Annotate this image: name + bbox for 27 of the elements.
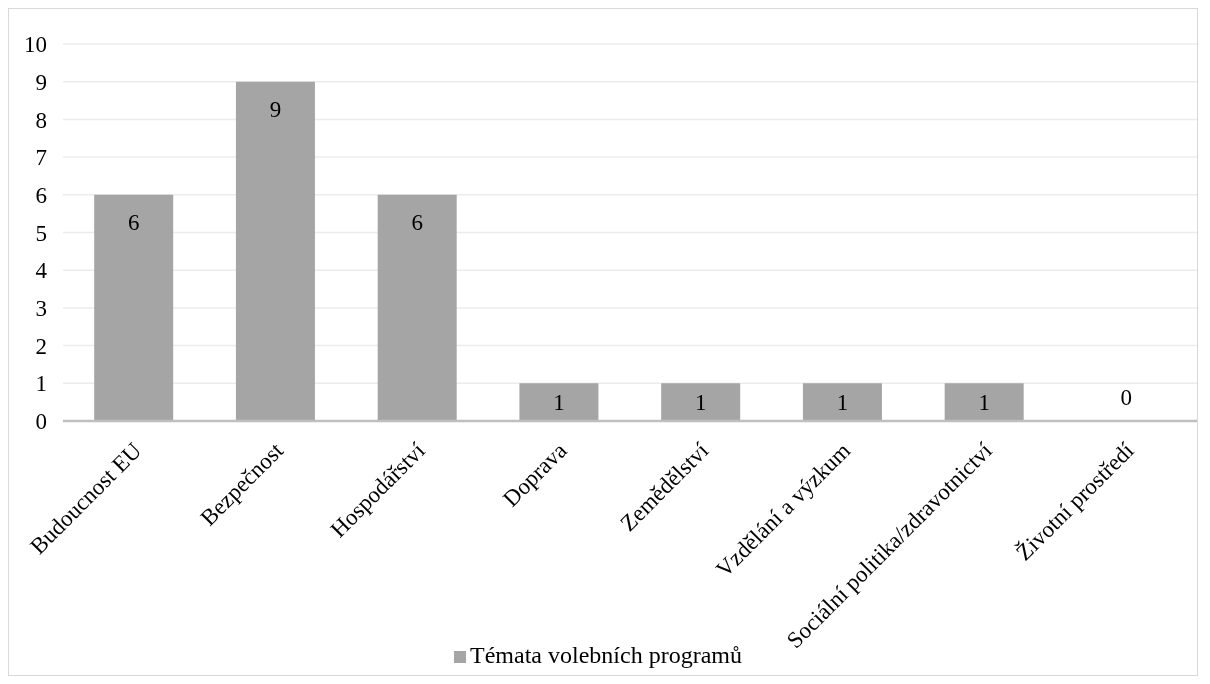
data-label: 9 bbox=[269, 96, 282, 122]
data-label: 0 bbox=[1120, 385, 1132, 410]
y-tick-label: 3 bbox=[35, 296, 47, 322]
y-tick-label: 4 bbox=[35, 258, 48, 284]
y-tick-label: 5 bbox=[35, 220, 47, 246]
y-tick-label: 6 bbox=[35, 182, 47, 208]
y-tick-label: 9 bbox=[35, 69, 47, 95]
y-tick-label: 2 bbox=[35, 333, 47, 359]
data-label: 1 bbox=[978, 390, 990, 416]
legend-label: Témata volebních programů bbox=[470, 642, 742, 668]
bar bbox=[235, 81, 315, 421]
bar bbox=[519, 383, 599, 421]
data-label: 6 bbox=[127, 209, 140, 235]
data-label: 1 bbox=[836, 390, 849, 416]
bar bbox=[802, 383, 882, 421]
y-tick-label: 1 bbox=[35, 371, 47, 397]
bar bbox=[377, 194, 457, 421]
data-label: 6 bbox=[411, 209, 423, 235]
bar bbox=[661, 383, 741, 421]
bar bbox=[94, 194, 174, 421]
y-tick-label: 8 bbox=[35, 107, 47, 133]
bar bbox=[944, 383, 1024, 421]
y-tick-label: 0 bbox=[35, 409, 47, 435]
y-tick-label: 7 bbox=[35, 145, 47, 171]
y-tick-label: 10 bbox=[24, 32, 47, 58]
data-label: 1 bbox=[553, 390, 565, 416]
data-label: 1 bbox=[694, 390, 707, 416]
